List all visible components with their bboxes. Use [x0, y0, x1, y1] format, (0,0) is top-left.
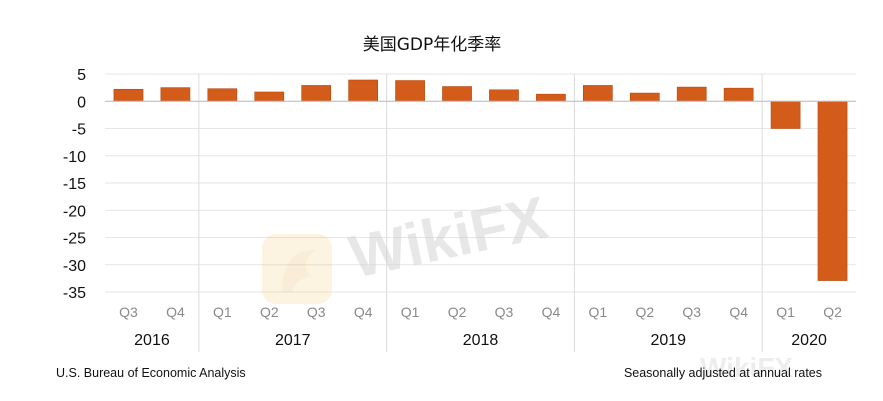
- bar: [770, 100, 801, 129]
- adjustment-note: Seasonally adjusted at annual rates: [624, 366, 822, 380]
- y-tick-label: 0: [77, 94, 86, 111]
- y-tick-label: -25: [63, 231, 86, 248]
- year-label: 2016: [134, 332, 170, 349]
- watermark-text-small: WikiFX: [700, 352, 793, 383]
- bar: [723, 87, 754, 102]
- quarter-label: Q3: [307, 304, 326, 320]
- quarter-label: Q4: [729, 304, 748, 320]
- chart-title: 美国GDP年化季率: [363, 35, 502, 55]
- bar: [676, 86, 707, 102]
- bar: [207, 88, 238, 102]
- quarter-label: Q3: [119, 304, 138, 320]
- quarter-label: Q1: [776, 304, 795, 320]
- y-tick-label: -5: [72, 122, 86, 139]
- bar: [348, 79, 379, 102]
- year-label: 2019: [650, 332, 686, 349]
- source-note: U.S. Bureau of Economic Analysis: [56, 366, 246, 380]
- bar: [629, 92, 660, 102]
- quarter-labels: Q3 Q4 Q1 Q2 Q3 Q4 Q1 Q2 Q3 Q4 Q1 Q2 Q3 Q4 Q1 Q2: [119, 304, 842, 320]
- quarter-label: Q3: [682, 304, 701, 320]
- year-labels: 2016 2017 2018 2019 2020: [134, 332, 827, 349]
- year-label: 2017: [275, 332, 311, 349]
- watermark-text: WikiFX: [344, 184, 553, 291]
- bar: [254, 91, 285, 102]
- quarter-label: Q4: [354, 304, 373, 320]
- y-axis-ticks: 5 0 -5 -10 -15 -20 -25 -30 -35: [63, 67, 86, 302]
- quarter-label: Q1: [213, 304, 232, 320]
- bar: [536, 93, 566, 102]
- bar: [582, 85, 613, 102]
- watermark: WikiFX WikiFX: [262, 184, 793, 383]
- bar: [395, 80, 425, 102]
- quarter-label: Q4: [542, 304, 561, 320]
- year-label: 2018: [463, 332, 499, 349]
- quarter-label: Q4: [166, 304, 185, 320]
- y-tick-label: -10: [63, 149, 86, 166]
- y-tick-label: -15: [63, 176, 86, 193]
- quarter-label: Q2: [635, 304, 654, 320]
- y-tick-label: -20: [63, 203, 86, 220]
- quarter-label: Q1: [589, 304, 608, 320]
- bars: [113, 79, 848, 281]
- y-tick-label: 5: [77, 67, 86, 84]
- y-tick-label: -30: [63, 258, 86, 275]
- quarter-label: Q1: [401, 304, 420, 320]
- bar: [301, 85, 332, 102]
- quarter-label: Q3: [495, 304, 514, 320]
- bar: [442, 86, 472, 102]
- y-tick-label: -35: [63, 285, 86, 302]
- year-label: 2020: [791, 332, 827, 349]
- quarter-label: Q2: [260, 304, 279, 320]
- bar: [160, 87, 191, 102]
- year-separators: [198, 74, 763, 352]
- wikifx-logo-icon: [262, 234, 332, 304]
- bar: [113, 88, 144, 102]
- bar: [489, 89, 519, 102]
- quarter-label: Q2: [448, 304, 467, 320]
- bar: [817, 100, 848, 281]
- quarter-label: Q2: [823, 304, 842, 320]
